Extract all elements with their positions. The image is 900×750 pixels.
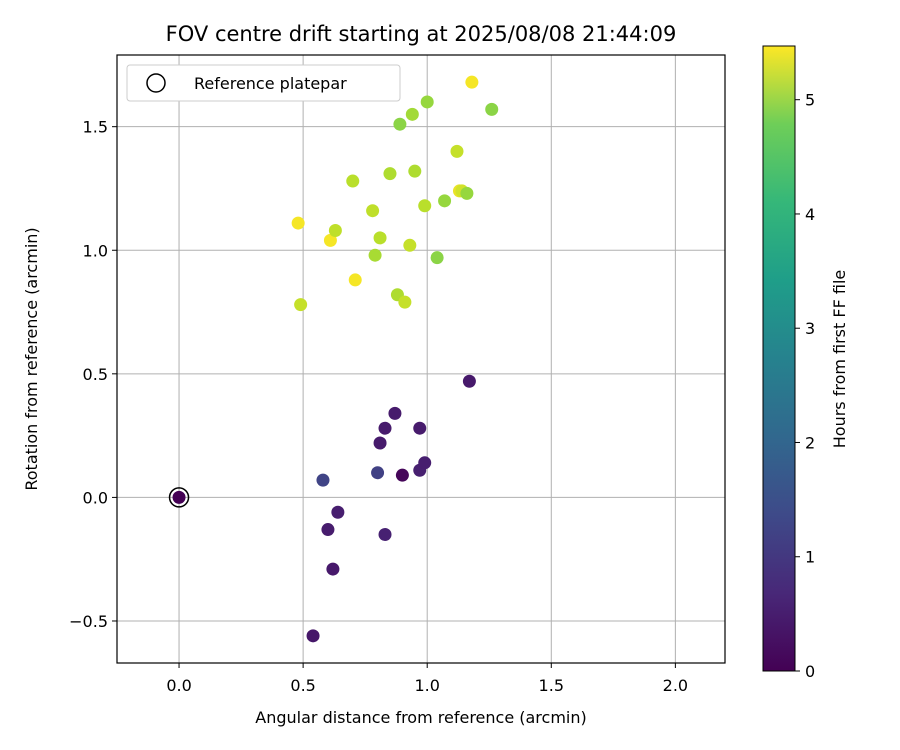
data-point [393,117,407,131]
colorbar: 0 1 2 3 4 5 Hours from first FF file [762,45,849,681]
data-point [366,204,380,218]
colorbar-tick-label: 1 [805,548,815,567]
data-point [395,468,409,482]
data-point [328,223,342,237]
colorbar-tick-label: 4 [805,205,815,224]
y-tick-label: 1.0 [83,241,108,260]
data-point [346,174,360,188]
data-point [373,436,387,450]
data-point [405,107,419,121]
data-point [418,456,432,470]
data-point [172,490,186,504]
data-point [294,298,308,312]
data-point [462,374,476,388]
reference-layer [168,487,190,508]
colorbar-tick-label: 3 [805,319,815,338]
x-tick-label: 2.0 [663,676,688,695]
data-point [403,238,417,252]
data-point [291,216,305,230]
x-tick-label: 1.5 [539,676,564,695]
data-point [418,199,432,213]
legend: Reference platepar [126,64,401,102]
data-point [388,406,402,420]
data-point [326,562,340,576]
data-point [420,95,434,109]
colorbar-label: Hours from first FF file [830,270,849,449]
data-point [306,629,320,643]
reference-platepar-marker [168,487,190,508]
colorbar-tick-label: 2 [805,433,815,452]
data-point [368,248,382,262]
data-point [438,194,452,208]
data-point [316,473,330,487]
x-tick-label: 0.5 [290,676,315,695]
y-axis-ticks: −0.5 0.0 0.5 1.0 1.5 [69,118,117,631]
data-points [172,75,499,643]
data-point [485,102,499,116]
x-tick-label: 0.0 [166,676,191,695]
data-point [383,167,397,181]
chart-title: FOV centre drift starting at 2025/08/08 … [166,22,677,46]
y-axis-label: Rotation from reference (arcmin) [22,227,41,490]
x-axis-ticks: 0.0 0.5 1.0 1.5 2.0 [166,663,688,695]
data-point [413,421,427,435]
colorbar-tick-label: 5 [805,91,815,110]
data-point [323,233,337,247]
legend-marker-open-circle [146,73,166,93]
grid [117,55,725,663]
data-point [321,523,335,537]
y-tick-label: 1.5 [83,118,108,137]
data-point [348,273,362,287]
data-point [373,231,387,245]
y-tick-label: 0.0 [83,488,108,507]
colorbar-ticks: 0 1 2 3 4 5 [795,91,815,681]
x-axis-label: Angular distance from reference (arcmin) [255,708,586,727]
data-point [465,75,479,89]
data-point [450,144,464,158]
y-tick-label: −0.5 [69,612,108,631]
plot-frame [116,54,726,664]
legend-frame [126,64,401,102]
data-point [430,251,444,265]
data-point [371,466,385,480]
data-point [408,164,422,178]
data-point [378,421,392,435]
legend-label: Reference platepar [194,74,347,93]
data-point [398,295,412,309]
data-point [460,186,474,200]
x-tick-label: 1.0 [414,676,439,695]
colorbar-tick-label: 0 [805,662,815,681]
data-point [378,527,392,541]
colorbar-gradient [762,45,796,672]
data-point [331,505,345,519]
y-tick-label: 0.5 [83,365,108,384]
